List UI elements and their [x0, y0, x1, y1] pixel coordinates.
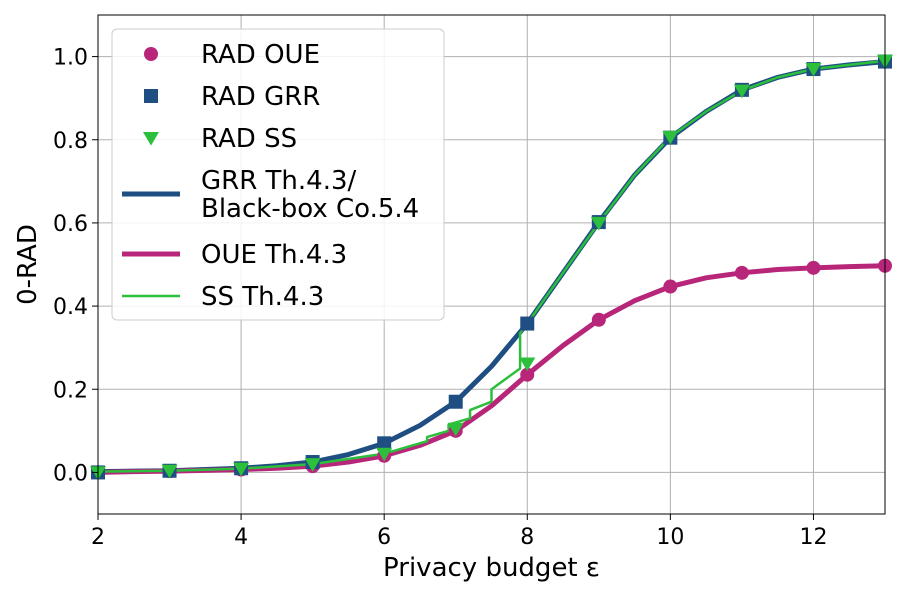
legend: RAD OUE RAD GRR RAD SS GRR Th.4.3/Black-box… [111, 28, 445, 321]
series-markers-rad-ss [90, 54, 893, 481]
x-tick-label: 8 [520, 525, 534, 550]
x-axis-label: Privacy budget ε [383, 553, 600, 583]
legend-label: RAD SS [201, 124, 297, 154]
data-point [734, 265, 749, 280]
y-tick-label: 0.2 [53, 378, 88, 403]
axis-ticks: 2 4 6 8 10 12 0.0 0.2 0.4 0.6 0.8 1.0 [53, 46, 827, 550]
x-tick-label: 10 [656, 525, 684, 550]
data-point [304, 458, 321, 472]
legend-box [111, 28, 445, 321]
y-axis-label: 0-RAD [13, 224, 43, 305]
x-tick-label: 12 [799, 525, 827, 550]
plot-area [90, 54, 893, 481]
legend-item: GRR Th.4.3/Black-box Co.5.4 [122, 166, 419, 224]
data-point [520, 367, 535, 382]
data-point [519, 357, 536, 372]
data-point [161, 464, 178, 479]
data-point [805, 63, 822, 77]
data-point [376, 447, 393, 462]
legend-marker [144, 47, 158, 61]
legend-label: Black-box Co.5.4 [201, 194, 419, 224]
y-tick-label: 0.8 [53, 129, 88, 154]
legend-label: OUE Th.4.3 [201, 240, 347, 270]
y-tick-label: 1.0 [53, 46, 88, 71]
legend-label: RAD GRR [201, 82, 320, 112]
legend-item: RAD SS [143, 124, 297, 154]
data-point [662, 130, 679, 145]
x-tick-label: 4 [234, 525, 248, 550]
data-point [591, 312, 606, 327]
data-point [520, 316, 535, 331]
legend-item: RAD OUE [144, 40, 320, 70]
data-point [590, 216, 607, 231]
data-point [447, 422, 464, 437]
y-tick-label: 0.4 [53, 295, 88, 320]
y-tick-label: 0.0 [53, 461, 88, 486]
data-point [377, 436, 392, 451]
legend-marker [143, 132, 159, 146]
data-point [663, 279, 678, 294]
legend-item: RAD GRR [144, 82, 320, 112]
legend-item: SS Th.4.3 [122, 282, 324, 312]
legend-label: GRR Th.4.3/ [201, 166, 357, 196]
plot-frame [97, 14, 886, 515]
data-point [448, 394, 463, 409]
legend-item: OUE Th.4.3 [122, 240, 347, 270]
x-tick-label: 6 [377, 525, 391, 550]
legend-label: RAD OUE [201, 40, 320, 70]
data-point [733, 84, 750, 99]
legend-marker [144, 89, 158, 103]
data-point [233, 462, 250, 477]
x-tick-label: 2 [91, 525, 105, 550]
legend-label: SS Th.4.3 [201, 282, 324, 312]
data-point [806, 260, 821, 275]
y-tick-label: 0.6 [53, 212, 88, 237]
